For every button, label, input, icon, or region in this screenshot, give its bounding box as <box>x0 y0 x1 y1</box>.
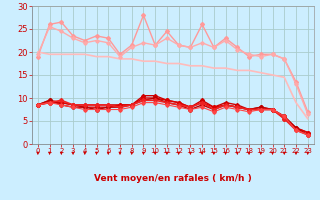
Text: Vent moyen/en rafales ( km/h ): Vent moyen/en rafales ( km/h ) <box>94 174 252 183</box>
